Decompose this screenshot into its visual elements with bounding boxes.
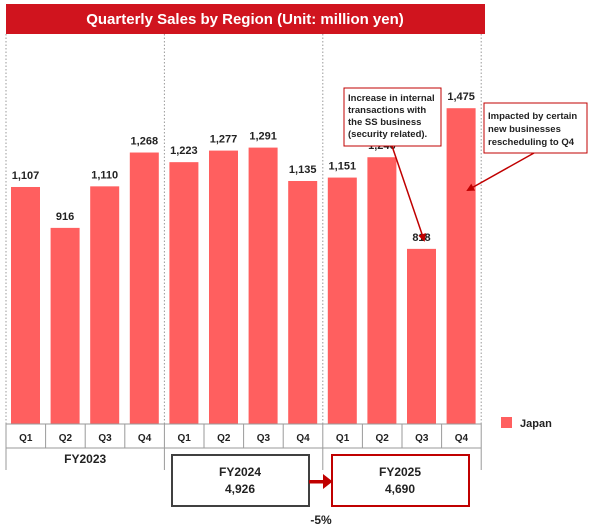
x-tick-label: Q1 — [178, 433, 192, 444]
bar-value-label: 1,223 — [170, 145, 198, 157]
x-tick-label: Q4 — [296, 433, 310, 444]
total-box-fy2025 — [331, 454, 470, 507]
x-tick-label: Q2 — [59, 433, 73, 444]
x-tick-label: Q1 — [336, 433, 350, 444]
bar-value-label: 1,135 — [289, 164, 317, 176]
bar-fy2024-q1 — [169, 162, 199, 424]
x-tick-label: Q3 — [98, 433, 112, 444]
fiscal-year-label: FY2023 — [64, 452, 106, 466]
x-tick-label: Q4 — [455, 433, 469, 444]
x-tick-label: Q3 — [415, 433, 429, 444]
bar-value-label: 1,291 — [249, 131, 277, 143]
bar-fy2023-q3 — [90, 186, 120, 424]
change-percent-label: -5% — [310, 513, 332, 527]
annotation-arrow-q4 — [466, 152, 535, 191]
chart-title: Quarterly Sales by Region (Unit: million… — [86, 11, 404, 28]
annotation-text-line: new businesses — [488, 124, 561, 135]
total-box-label: FY2024 — [219, 465, 261, 479]
bar-fy2023-q2 — [50, 227, 80, 424]
bar-fy2023-q1 — [11, 186, 40, 424]
bar-value-label: 1,268 — [131, 136, 159, 148]
annotation-text-line: the SS business — [348, 117, 421, 128]
total-box-fy2024 — [171, 454, 310, 507]
bar-fy2023-q4 — [129, 152, 159, 425]
x-tick-label: Q2 — [217, 433, 231, 444]
bar-value-label: 1,475 — [447, 91, 475, 103]
bar-value-label: 1,151 — [329, 161, 357, 173]
x-tick-label: Q2 — [376, 433, 390, 444]
annotation-text-line: Impacted by certain — [488, 111, 577, 122]
bar-fy2024-q3 — [248, 147, 278, 424]
total-box-value: 4,926 — [225, 482, 255, 496]
annotation-text-line: (security related). — [348, 129, 427, 140]
change-arrow — [309, 473, 333, 490]
annotation-text-line: rescheduling to Q4 — [488, 137, 575, 148]
annotation-box-q3 — [343, 87, 442, 147]
x-tick-label: Q3 — [257, 433, 271, 444]
bar-fy2024-q2 — [209, 150, 238, 424]
chart-title-bar — [6, 4, 485, 34]
annotation-box-q4 — [483, 102, 588, 154]
total-box-value: 4,690 — [385, 482, 415, 496]
bar-value-label: 1,277 — [210, 134, 238, 146]
legend-label: Japan — [520, 418, 552, 430]
bar-fy2025-q4 — [446, 108, 476, 424]
bar-value-label: 916 — [56, 211, 74, 223]
bar-fy2025-q3 — [407, 248, 436, 424]
bar-fy2024-q4 — [288, 180, 318, 424]
annotation-arrow-q3 — [391, 145, 426, 242]
bar-fy2025-q1 — [327, 177, 357, 424]
legend-swatch — [501, 417, 512, 428]
bar-value-label: 1,107 — [12, 170, 40, 182]
annotation-text-line: Increase in internal — [348, 93, 435, 104]
annotation-text-line: transactions with — [348, 105, 426, 116]
total-box-label: FY2025 — [379, 465, 421, 479]
x-tick-label: Q4 — [138, 433, 152, 444]
bar-value-label: 1,110 — [91, 169, 118, 181]
x-tick-label: Q1 — [19, 433, 33, 444]
bar-fy2025-q2 — [367, 157, 397, 425]
